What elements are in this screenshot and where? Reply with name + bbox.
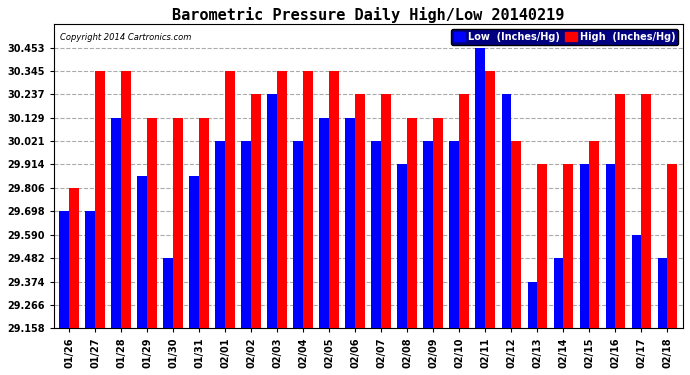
Bar xyxy=(658,258,667,328)
Bar xyxy=(606,164,615,328)
Bar xyxy=(225,71,235,328)
Bar xyxy=(199,118,209,328)
Bar xyxy=(642,94,651,328)
Bar xyxy=(59,211,69,328)
Bar xyxy=(173,118,183,328)
Bar xyxy=(164,258,173,328)
Bar xyxy=(667,164,678,328)
Bar xyxy=(355,94,365,328)
Bar xyxy=(460,94,469,328)
Bar xyxy=(251,94,261,328)
Bar xyxy=(241,141,251,328)
Bar xyxy=(304,71,313,328)
Bar xyxy=(449,141,460,328)
Bar xyxy=(407,118,417,328)
Bar xyxy=(69,188,79,328)
Bar xyxy=(111,118,121,328)
Bar xyxy=(137,176,147,328)
Bar xyxy=(397,164,407,328)
Bar xyxy=(319,118,329,328)
Bar xyxy=(277,71,287,328)
Bar xyxy=(433,118,443,328)
Bar xyxy=(189,176,199,328)
Bar xyxy=(147,118,157,328)
Bar xyxy=(95,71,105,328)
Bar xyxy=(215,141,225,328)
Title: Barometric Pressure Daily High/Low 20140219: Barometric Pressure Daily High/Low 20140… xyxy=(172,7,564,23)
Bar xyxy=(511,141,521,328)
Bar xyxy=(121,71,131,328)
Text: Copyright 2014 Cartronics.com: Copyright 2014 Cartronics.com xyxy=(60,33,191,42)
Bar xyxy=(564,164,573,328)
Bar xyxy=(580,164,589,328)
Bar xyxy=(382,94,391,328)
Bar xyxy=(502,94,511,328)
Bar xyxy=(329,71,339,328)
Bar xyxy=(615,94,625,328)
Bar xyxy=(631,235,642,328)
Bar xyxy=(371,141,382,328)
Bar xyxy=(424,141,433,328)
Bar xyxy=(475,48,485,328)
Bar xyxy=(528,282,538,328)
Bar xyxy=(293,141,304,328)
Bar xyxy=(538,164,547,328)
Bar xyxy=(485,71,495,328)
Bar xyxy=(86,211,95,328)
Bar xyxy=(589,141,600,328)
Bar xyxy=(553,258,564,328)
Bar xyxy=(268,94,277,328)
Bar xyxy=(346,118,355,328)
Legend: Low  (Inches/Hg), High  (Inches/Hg): Low (Inches/Hg), High (Inches/Hg) xyxy=(451,29,678,45)
